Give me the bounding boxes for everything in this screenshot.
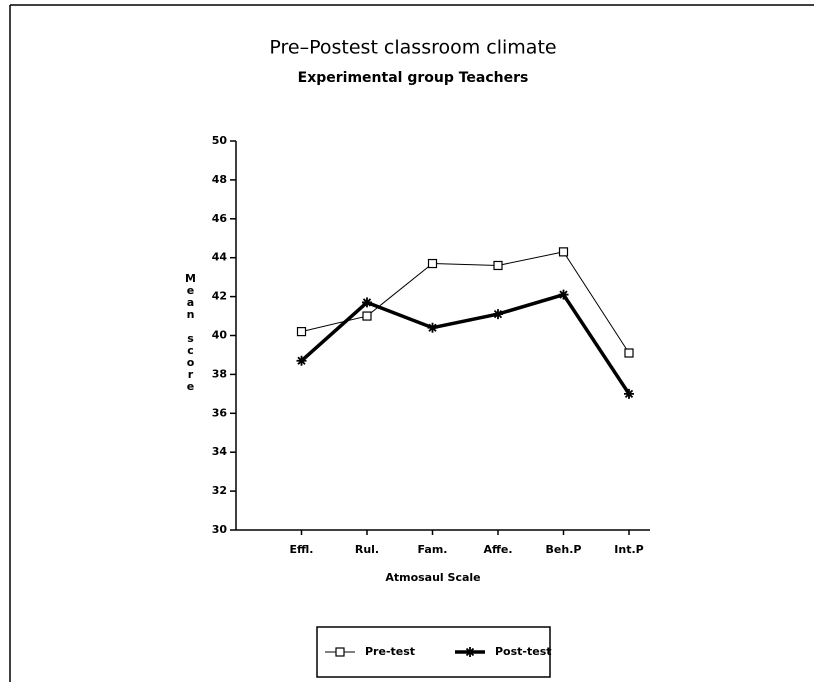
y-tick-label: 42 — [212, 290, 227, 303]
y-tick-label: 46 — [212, 212, 228, 225]
y-tick-label: 48 — [212, 173, 227, 186]
y-tick-label: 32 — [212, 484, 227, 497]
y-tick-label: 50 — [212, 134, 228, 147]
marker — [558, 289, 569, 300]
series-line — [301, 251, 630, 354]
marker — [465, 647, 475, 657]
marker — [558, 247, 569, 257]
y-tick-label: 40 — [212, 329, 228, 342]
y-tick-label: 38 — [212, 367, 227, 380]
marker — [493, 260, 503, 271]
marker — [624, 388, 634, 399]
y-tick-label: 30 — [212, 523, 228, 536]
y-tick-label: 34 — [212, 445, 228, 458]
marker — [362, 297, 372, 308]
x-tick-label: Affe. — [483, 543, 512, 556]
marker — [493, 309, 503, 320]
marker — [624, 348, 634, 358]
series-line — [300, 292, 631, 395]
marker — [296, 355, 307, 366]
x-tick-label: Int.P — [614, 543, 643, 556]
marker — [427, 322, 438, 333]
x-tick-label: Rul. — [355, 543, 379, 556]
legend-box — [316, 626, 551, 678]
marker — [362, 311, 372, 321]
x-axis-label: Atmosaul Scale — [385, 571, 480, 584]
x-tick-label: Beh.P — [546, 543, 582, 556]
chart-title: Pre–Postest classroom climate — [269, 37, 556, 59]
marker — [335, 647, 345, 657]
marker — [296, 327, 307, 337]
marker — [427, 258, 438, 269]
legend-label: Post-test — [495, 645, 552, 658]
y-tick-label: 44 — [212, 251, 228, 264]
legend-label: Pre-test — [365, 645, 415, 658]
chart-subtitle: Experimental group Teachers — [298, 70, 529, 86]
x-tick-label: Fam. — [418, 543, 448, 556]
y-tick-label: 36 — [212, 406, 228, 419]
x-tick-label: Effl. — [290, 543, 314, 556]
y-axis-label: Mean score — [184, 272, 197, 392]
